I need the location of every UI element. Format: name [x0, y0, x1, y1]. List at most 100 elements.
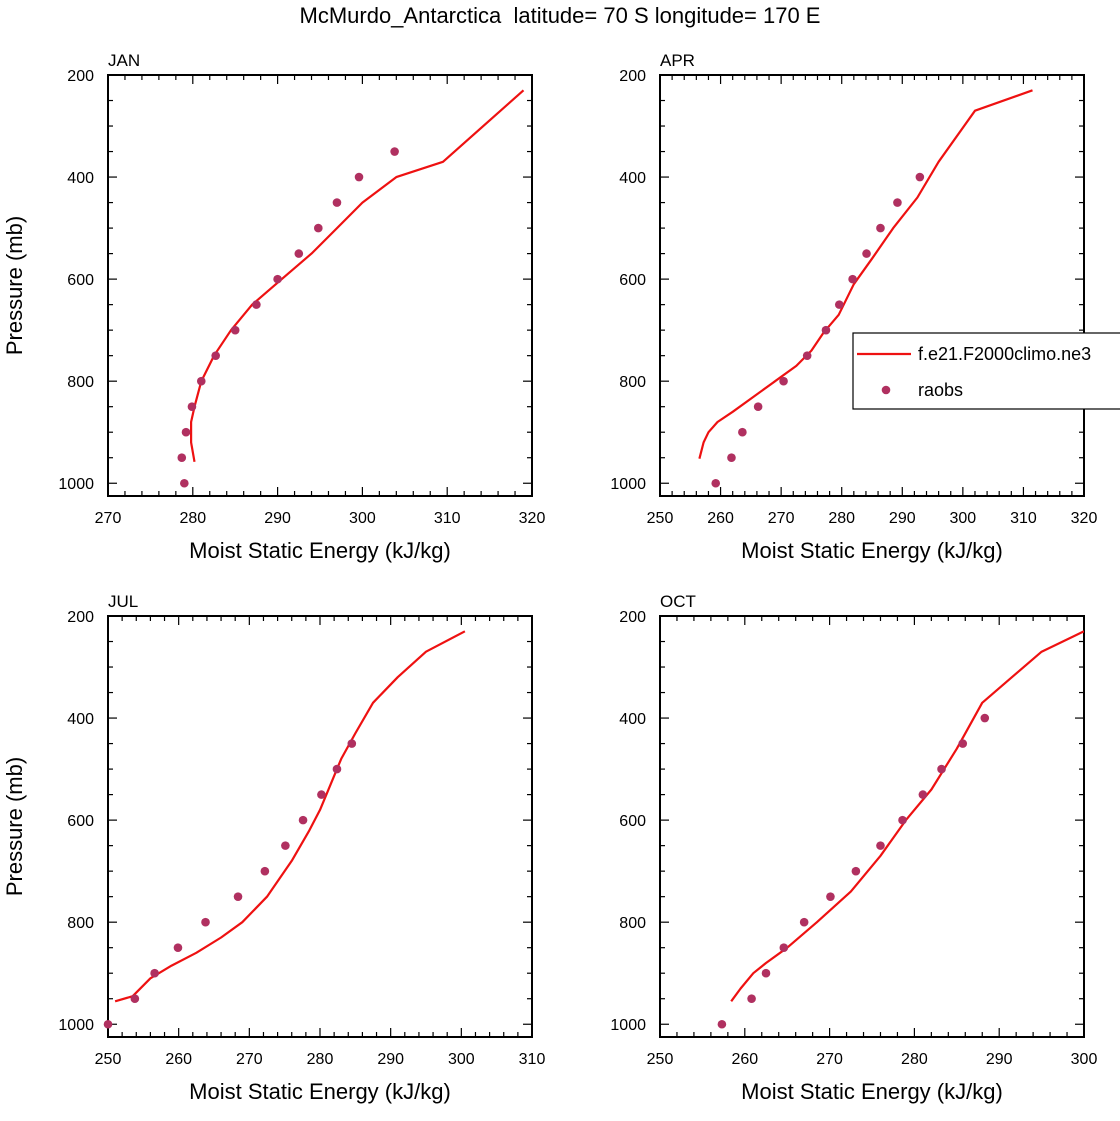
- legend-marker-swatch: [881, 385, 891, 395]
- raobs-point: [196, 376, 206, 386]
- raobs-point: [317, 790, 326, 799]
- x-tick-label: 270: [95, 510, 122, 527]
- raobs-point: [273, 274, 282, 284]
- y-tick-label: 200: [67, 68, 94, 85]
- x-tick-label: 280: [179, 510, 206, 527]
- panel-label: JAN: [108, 51, 140, 70]
- x-tick-label: 310: [434, 510, 461, 527]
- plot-frame: [107, 74, 533, 497]
- raobs-point: [180, 478, 189, 488]
- raobs-point: [747, 994, 756, 1004]
- plot-area: [190, 89, 525, 462]
- y-tick-label: 1000: [610, 1017, 646, 1034]
- plot-frame: [659, 74, 1085, 497]
- raobs-point: [187, 402, 197, 411]
- x-tick-label: 280: [828, 510, 855, 527]
- raobs-point: [893, 198, 902, 207]
- y-tick-label: 600: [619, 272, 646, 289]
- raobs-point: [173, 943, 183, 952]
- x-tick-label: 250: [95, 1051, 122, 1068]
- x-tick-label: 250: [647, 1051, 674, 1068]
- raobs-point: [915, 172, 925, 182]
- y-tick-label: 400: [619, 711, 646, 728]
- raobs-point: [347, 739, 357, 748]
- x-tick-label: 300: [349, 510, 376, 527]
- x-tick-label: 270: [768, 510, 795, 527]
- raobs-point: [130, 994, 140, 1004]
- raobs-point: [753, 402, 763, 411]
- y-tick-label: 600: [67, 272, 94, 289]
- raobs-point: [103, 1019, 113, 1029]
- raobs-point: [851, 866, 861, 876]
- x-tick-label: 300: [448, 1051, 475, 1068]
- y-tick-label: 600: [67, 813, 94, 830]
- plot-frame: [659, 615, 1085, 1038]
- model-series-line: [190, 89, 525, 462]
- raobs-point: [876, 841, 885, 850]
- raobs-point: [834, 300, 844, 309]
- raobs-point: [314, 223, 323, 233]
- y-tick-label: 1000: [58, 476, 94, 493]
- chart-panel-jul: 250 260 270 280 290 300 310 200 400 600 800 1000 JUL…: [2, 592, 545, 1104]
- raobs-point: [779, 943, 789, 952]
- raobs-point: [230, 325, 240, 335]
- x-tick-label: 260: [731, 1051, 758, 1068]
- y-tick-label: 400: [619, 170, 646, 187]
- raobs-point: [799, 917, 809, 927]
- x-tick-label: 320: [519, 510, 546, 527]
- plot-frame: [107, 615, 533, 1038]
- y-tick-label: 800: [619, 915, 646, 932]
- raobs-point: [727, 453, 736, 463]
- raobs-point: [211, 351, 220, 360]
- x-tick-label: 300: [950, 510, 977, 527]
- raobs-point: [958, 739, 968, 748]
- raobs-point: [201, 917, 210, 927]
- x-tick-label: 260: [165, 1051, 192, 1068]
- model-series-line: [114, 630, 466, 1003]
- x-tick-label: 270: [816, 1051, 843, 1068]
- raobs-point: [252, 300, 261, 309]
- panel-label: OCT: [660, 592, 696, 611]
- raobs-point: [298, 815, 308, 825]
- raobs-point: [937, 764, 946, 774]
- raobs-point: [779, 376, 788, 386]
- panel-label: JUL: [108, 592, 138, 611]
- plot-area: [698, 89, 1033, 459]
- plot-area: [114, 630, 466, 1003]
- raobs-point: [717, 1019, 727, 1029]
- raobs-point: [150, 968, 159, 978]
- y-axis-label: Pressure (mb): [2, 757, 27, 896]
- raobs-point: [233, 892, 243, 901]
- legend: f.e21.F2000climo.ne3 raobs: [852, 332, 1120, 410]
- x-tick-label: 300: [1071, 1051, 1098, 1068]
- raobs-point: [260, 866, 270, 876]
- raobs-point: [826, 892, 835, 901]
- raobs-point: [876, 223, 885, 233]
- x-axis-label: Moist Static Energy (kJ/kg): [189, 538, 451, 563]
- x-tick-label: 290: [264, 510, 291, 527]
- y-tick-label: 600: [619, 813, 646, 830]
- x-tick-label: 320: [1071, 510, 1098, 527]
- y-tick-label: 1000: [58, 1017, 94, 1034]
- panel-label: APR: [660, 51, 695, 70]
- raobs-point: [711, 478, 721, 488]
- y-tick-label: 200: [619, 68, 646, 85]
- y-tick-label: 800: [67, 374, 94, 391]
- chart-panel-oct: 250 260 270 280 290 300 200 400 600 800 1000 OCT Moi…: [610, 592, 1097, 1104]
- x-tick-label: 310: [1010, 510, 1037, 527]
- y-tick-label: 200: [67, 609, 94, 626]
- y-axis-label: Pressure (mb): [2, 216, 27, 355]
- raobs-point: [332, 764, 342, 774]
- raobs-point: [898, 815, 907, 825]
- x-tick-label: 280: [901, 1051, 928, 1068]
- raobs-point: [294, 249, 304, 258]
- raobs-point: [177, 453, 187, 463]
- y-tick-label: 1000: [610, 476, 646, 493]
- legend-model-label: f.e21.F2000climo.ne3: [918, 344, 1091, 364]
- raobs-point: [761, 968, 771, 978]
- chart-panel-apr: 250 260 270 280 290 300 310 320 200 400 600 800 1000…: [610, 51, 1097, 563]
- raobs-point: [862, 249, 871, 258]
- x-tick-label: 290: [889, 510, 916, 527]
- x-tick-label: 290: [377, 1051, 404, 1068]
- model-series-line: [698, 89, 1033, 459]
